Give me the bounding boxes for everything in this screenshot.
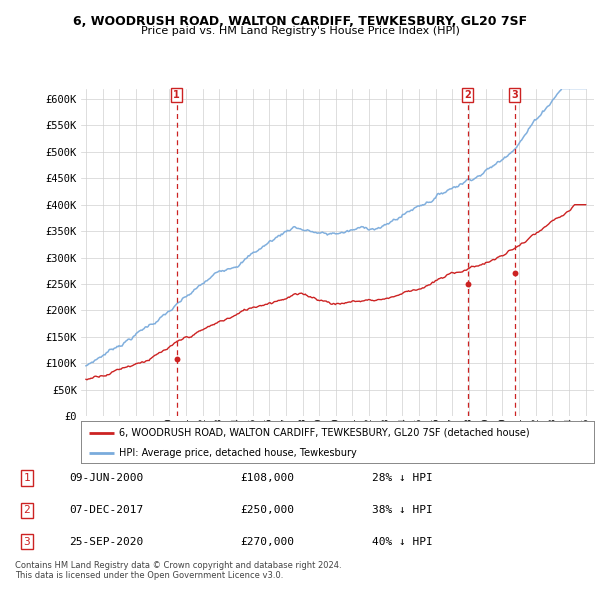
Text: £108,000: £108,000 xyxy=(240,473,294,483)
Text: 40% ↓ HPI: 40% ↓ HPI xyxy=(372,537,433,546)
Text: 3: 3 xyxy=(511,90,518,100)
Point xyxy=(463,279,473,289)
Text: £250,000: £250,000 xyxy=(240,506,294,515)
Point xyxy=(510,268,520,278)
Text: 2: 2 xyxy=(23,506,31,515)
Text: HPI: Average price, detached house, Tewkesbury: HPI: Average price, detached house, Tewk… xyxy=(119,448,357,457)
Text: 28% ↓ HPI: 28% ↓ HPI xyxy=(372,473,433,483)
Text: 38% ↓ HPI: 38% ↓ HPI xyxy=(372,506,433,515)
Text: 3: 3 xyxy=(23,537,31,546)
Text: This data is licensed under the Open Government Licence v3.0.: This data is licensed under the Open Gov… xyxy=(15,571,283,580)
Text: Price paid vs. HM Land Registry's House Price Index (HPI): Price paid vs. HM Land Registry's House … xyxy=(140,26,460,36)
Text: 6, WOODRUSH ROAD, WALTON CARDIFF, TEWKESBURY, GL20 7SF (detached house): 6, WOODRUSH ROAD, WALTON CARDIFF, TEWKES… xyxy=(119,428,530,438)
Text: 6, WOODRUSH ROAD, WALTON CARDIFF, TEWKESBURY, GL20 7SF: 6, WOODRUSH ROAD, WALTON CARDIFF, TEWKES… xyxy=(73,15,527,28)
Text: 2: 2 xyxy=(464,90,471,100)
Text: Contains HM Land Registry data © Crown copyright and database right 2024.: Contains HM Land Registry data © Crown c… xyxy=(15,560,341,569)
Text: 07-DEC-2017: 07-DEC-2017 xyxy=(69,506,143,515)
Text: 09-JUN-2000: 09-JUN-2000 xyxy=(69,473,143,483)
Text: 1: 1 xyxy=(173,90,180,100)
Text: 1: 1 xyxy=(23,473,31,483)
Text: £270,000: £270,000 xyxy=(240,537,294,546)
Text: 25-SEP-2020: 25-SEP-2020 xyxy=(69,537,143,546)
Point xyxy=(172,354,181,363)
